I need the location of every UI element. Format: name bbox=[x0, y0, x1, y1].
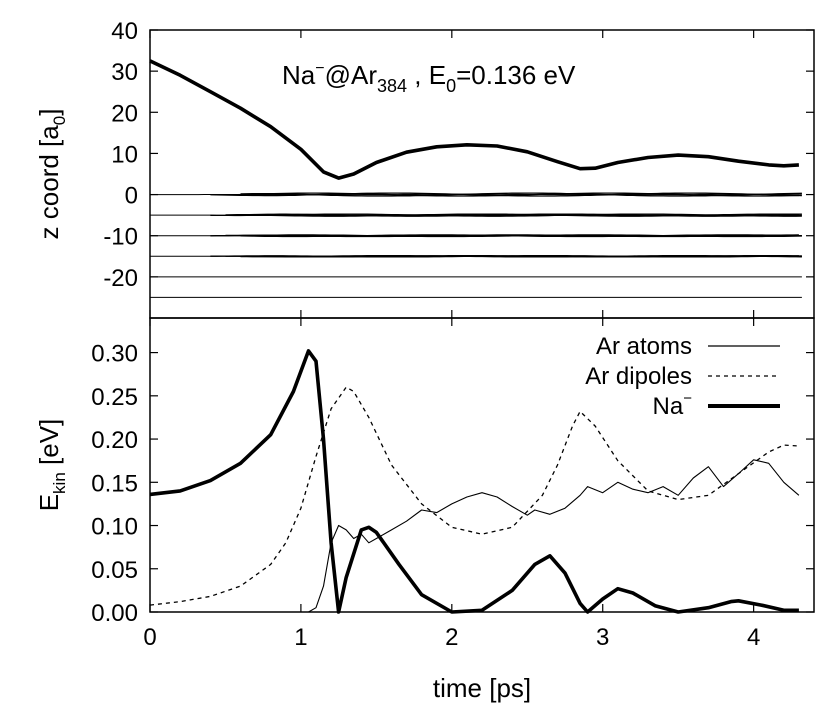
bottom-y-ticks: 0.00 0.05 0.10 0.15 0.20 0.25 0.30 bbox=[91, 341, 814, 627]
top-series-ar-layer-10-trace bbox=[240, 234, 802, 238]
top-series bbox=[149, 59, 802, 298]
top-series-ar-layer-0-trace bbox=[240, 192, 802, 197]
x-tick-label: 1 bbox=[294, 624, 307, 651]
top-annotation: Na−@Ar384 , E0=0.136 eV bbox=[282, 60, 576, 96]
bottom-y-tick-label: 0.25 bbox=[91, 384, 138, 411]
bottom-series-ar-dipoles bbox=[149, 386, 799, 606]
top-series-na-z bbox=[149, 59, 800, 180]
x-tick-label: 0 bbox=[143, 624, 156, 651]
bottom-y-tick-label: 0.05 bbox=[91, 557, 138, 584]
top-y-tick-label: 30 bbox=[111, 59, 138, 86]
bottom-y-tick-label: 0.30 bbox=[91, 341, 138, 368]
bottom-y-tick-label: 0.20 bbox=[91, 427, 138, 454]
bottom-y-tick-label: 0.10 bbox=[91, 514, 138, 541]
x-tick-label: 3 bbox=[596, 624, 609, 651]
top-y-tick-label: 20 bbox=[111, 100, 138, 127]
bottom-series bbox=[149, 349, 800, 614]
top-series-ar-layer-5-trace bbox=[240, 213, 802, 217]
top-y-tick-label: -20 bbox=[103, 265, 138, 292]
x-tick-label: 4 bbox=[747, 624, 760, 651]
bottom-y-tick-label: 0.00 bbox=[91, 600, 138, 627]
legend-label-ar-dipoles: Ar dipoles bbox=[585, 363, 692, 390]
legend: Ar atoms Ar dipoles Na− bbox=[585, 333, 780, 420]
bottom-panel-frame bbox=[149, 317, 815, 613]
top-y-tick-label: -10 bbox=[103, 224, 138, 251]
bottom-series-ar-atoms bbox=[308, 459, 800, 613]
legend-label-na: Na− bbox=[653, 390, 693, 420]
x-tick-label: 2 bbox=[445, 624, 458, 651]
top-y-tick-label: 10 bbox=[111, 141, 138, 168]
top-series-ar-layer-0-trace bbox=[225, 192, 799, 197]
top-y-tick-label: 0 bbox=[125, 183, 138, 210]
legend-label-ar-atoms: Ar atoms bbox=[596, 333, 692, 360]
top-y-axis-label: z coord [a0] bbox=[34, 109, 69, 240]
bottom-y-tick-label: 0.15 bbox=[91, 470, 138, 497]
bottom-series-na bbox=[149, 349, 799, 614]
top-y-tick-label: 40 bbox=[111, 18, 138, 45]
top-y-ticks: -20 -10 0 10 20 30 40 bbox=[103, 18, 814, 292]
top-series-ar-layer-15-trace bbox=[240, 255, 802, 258]
x-axis-label: time [ps] bbox=[433, 673, 531, 703]
bottom-y-axis-label: Ekin [eV] bbox=[34, 419, 69, 512]
bottom-x-ticks: 0 1 2 3 4 bbox=[143, 30, 760, 651]
